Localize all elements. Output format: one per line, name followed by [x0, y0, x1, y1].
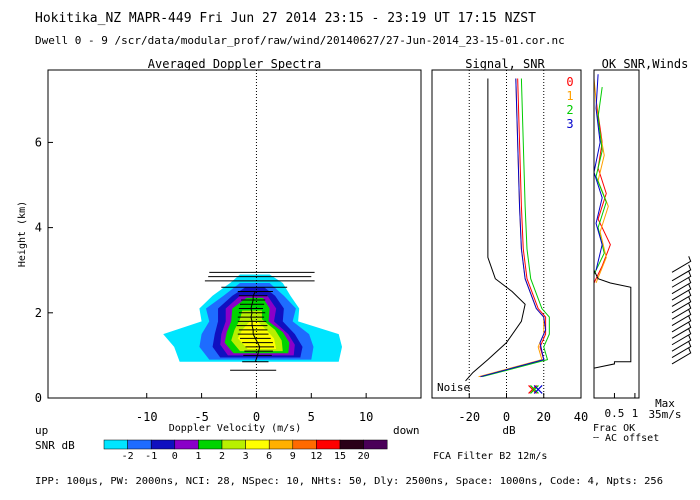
wind-barb — [671, 296, 692, 314]
plot-frame — [593, 69, 640, 399]
max-wind-label: Max — [655, 397, 675, 410]
x-tick-label: -20 — [458, 410, 480, 424]
header-line2: Dwell 0 - 9 /scr/data/modular_prof/raw/w… — [35, 34, 565, 47]
x-axis-label: dB — [502, 424, 516, 437]
colorbar-tick-label: 12 — [310, 451, 322, 462]
wind-barb — [671, 256, 692, 273]
colorbar-tick-label: 0 — [172, 451, 178, 462]
colorbar-tick-label: 2 — [219, 451, 225, 462]
colorbar-swatch — [221, 439, 246, 450]
legend-entry-3: 3 — [566, 117, 573, 131]
frac-ok-series-2 — [593, 86, 607, 275]
plot-frame — [47, 69, 422, 399]
y-tick-label: 4 — [35, 221, 42, 235]
colorbar-tick-label: -2 — [122, 451, 134, 462]
snr-contour-6 — [237, 321, 277, 350]
x-tick-label: 20 — [537, 410, 551, 424]
y-tick-label: 2 — [35, 306, 42, 320]
x-tick-label: 1 — [632, 407, 639, 420]
frac-ok-wind-series — [593, 269, 632, 386]
x-tick-label: 0 — [503, 410, 510, 424]
wind-barb — [671, 309, 692, 327]
snr-series-3 — [480, 78, 547, 378]
legend-entry-1: 1 — [566, 89, 573, 103]
wind-barb — [671, 277, 692, 295]
x-tick-label: -10 — [136, 410, 158, 424]
wind-barb — [671, 264, 692, 282]
fca-filter-label: FCA Filter B2 12m/s — [433, 451, 547, 462]
colorbar-swatch — [198, 439, 223, 450]
colorbar-swatch — [150, 439, 176, 450]
wind-barb — [671, 334, 692, 352]
x-axis-label: Doppler Velocity (m/s) — [169, 423, 301, 434]
colorbar-tick-label: 3 — [243, 451, 249, 462]
x-tick-label: 5 — [308, 410, 315, 424]
ok-snr-winds-panel: OK SNR,Winds 0.5 1 Frac OK┄ AC offset Max35m… — [593, 57, 692, 444]
noise-marker — [530, 385, 539, 394]
colorbar-swatch — [292, 439, 317, 450]
legend-entry-0: 0 — [566, 75, 573, 89]
y-tick-label: 0 — [35, 391, 42, 405]
panel-title: Signal, SNR — [465, 57, 545, 71]
averaged-doppler-spectra-panel: Averaged Doppler Spectra -10 -5 0 5 10 0 2 4 6 Dop… — [17, 57, 422, 437]
acquisition-parameters: IPP: 100μs, PW: 2000ns, NCI: 28, NSpec: … — [35, 476, 663, 487]
colorbar-swatch — [103, 439, 128, 450]
snr-series-2 — [482, 78, 550, 378]
x-tick-label: 10 — [359, 410, 373, 424]
colorbar-tick-label: 1 — [195, 451, 201, 462]
signal-series — [465, 78, 526, 382]
header-line1: Hokitika_NZ MAPR-449 Fri Jun 27 2014 23:… — [35, 11, 536, 26]
noise-marker — [533, 385, 543, 394]
noise-label: Noise — [437, 381, 470, 394]
snr-series-0 — [480, 78, 547, 378]
colorbar-tick-label: 9 — [290, 451, 296, 462]
x-tick-label: 40 — [574, 410, 588, 424]
x-axis-label: ┄ AC offset — [593, 433, 659, 444]
colorbar-swatch — [316, 439, 341, 450]
colorbar-swatch — [363, 439, 388, 450]
wind-barb — [671, 271, 692, 288]
x-tick-label: 0 — [253, 410, 260, 424]
plot-frame — [431, 69, 582, 399]
colorbar-tick-label: 6 — [266, 451, 272, 462]
colorbar-tick-label: 20 — [358, 451, 370, 462]
colorbar-swatch — [245, 439, 270, 450]
wind-barb — [671, 290, 692, 307]
max-wind-label: 35m/s — [648, 408, 681, 421]
down-label: down — [393, 424, 420, 437]
x-tick-label: 0.5 — [605, 407, 625, 420]
wind-barb — [671, 315, 692, 333]
colorbar-swatch — [127, 439, 152, 450]
panel-title: OK SNR,Winds — [602, 57, 689, 71]
wind-barb — [671, 347, 692, 365]
legend-entry-2: 2 — [566, 103, 573, 117]
wind-barb — [671, 341, 692, 358]
colorbar-swatch — [174, 439, 199, 450]
y-axis-label: Height (km) — [17, 201, 28, 267]
up-label: up — [35, 424, 48, 437]
x-tick-label: -5 — [194, 410, 208, 424]
colorbar-swatch — [339, 439, 364, 450]
panel-title: Averaged Doppler Spectra — [148, 57, 321, 71]
colorbar-tick-label: 15 — [334, 451, 346, 462]
y-tick-label: 6 — [35, 135, 42, 149]
frac-ok-series-3 — [593, 74, 603, 271]
x-axis-label: Frac OK — [593, 423, 635, 434]
wind-barb — [671, 283, 692, 301]
wind-barb — [671, 328, 692, 346]
wind-barb — [671, 322, 692, 339]
colorbar-swatch — [268, 439, 294, 450]
colorbar-tick-label: -1 — [145, 451, 157, 462]
colorbar-label: SNR dB — [35, 439, 75, 452]
wind-barb — [671, 303, 692, 320]
